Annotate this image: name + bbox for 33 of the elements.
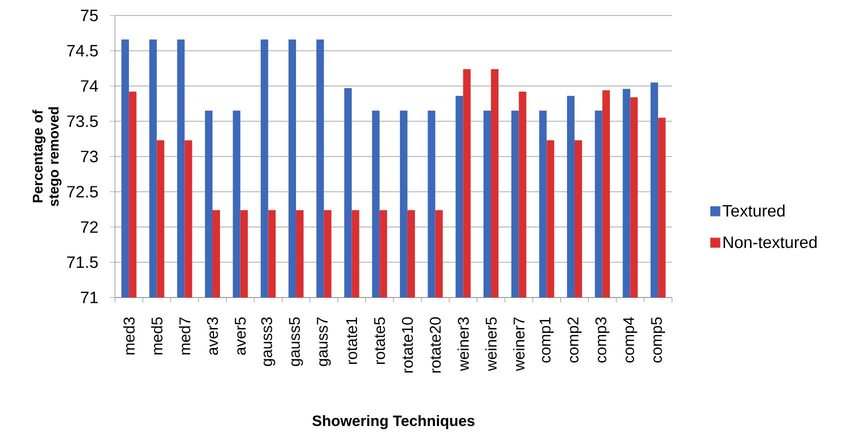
y-tick-label: 71 [80,292,98,304]
x-tick-label: rotate1 [346,317,358,364]
x-tick-label: rotate20 [430,317,441,373]
x-tick-label: weiner3 [457,317,469,371]
y-tick-label: 73 [80,150,98,162]
y-tick-label: 72 [80,221,98,233]
y-tick-label: 74 [80,80,98,92]
x-tick-label: rotate10 [402,317,413,373]
x-tick-label: gauss3 [261,317,276,366]
x-tick-label: gauss7 [316,317,331,366]
x-tick-label: med3 [123,317,135,354]
x-tick-label: rotate5 [374,317,385,364]
x-tick-label: comp4 [623,317,638,363]
x-tick-label: aver5 [234,317,246,355]
x-axis-title: Showering Techniques [312,415,474,430]
x-tick-label: weiner5 [485,317,497,371]
legend-label: Textured [722,204,785,217]
x-tick-label: med5 [151,317,162,354]
y-tick-label: 74.5 [67,44,98,56]
x-tick-label: comp5 [651,317,666,363]
y-tick-label: 75 [80,10,98,22]
x-tick-label: comp1 [540,317,554,363]
x-tick-label: comp3 [595,317,610,363]
y-tick-label: 71.5 [67,256,98,268]
y-tick-label: 72.5 [67,186,98,198]
x-tick-label: gauss5 [289,317,303,366]
y-axis-title: Percentage of stego removed [32,107,62,206]
y-tick-label: 73.5 [67,115,98,128]
x-tick-label: med7 [178,317,190,354]
x-tick-label: weiner7 [513,317,525,371]
legend-label: Non-textured [724,236,817,248]
x-tick-label: aver3 [206,317,218,355]
x-tick-label: comp2 [568,317,582,363]
